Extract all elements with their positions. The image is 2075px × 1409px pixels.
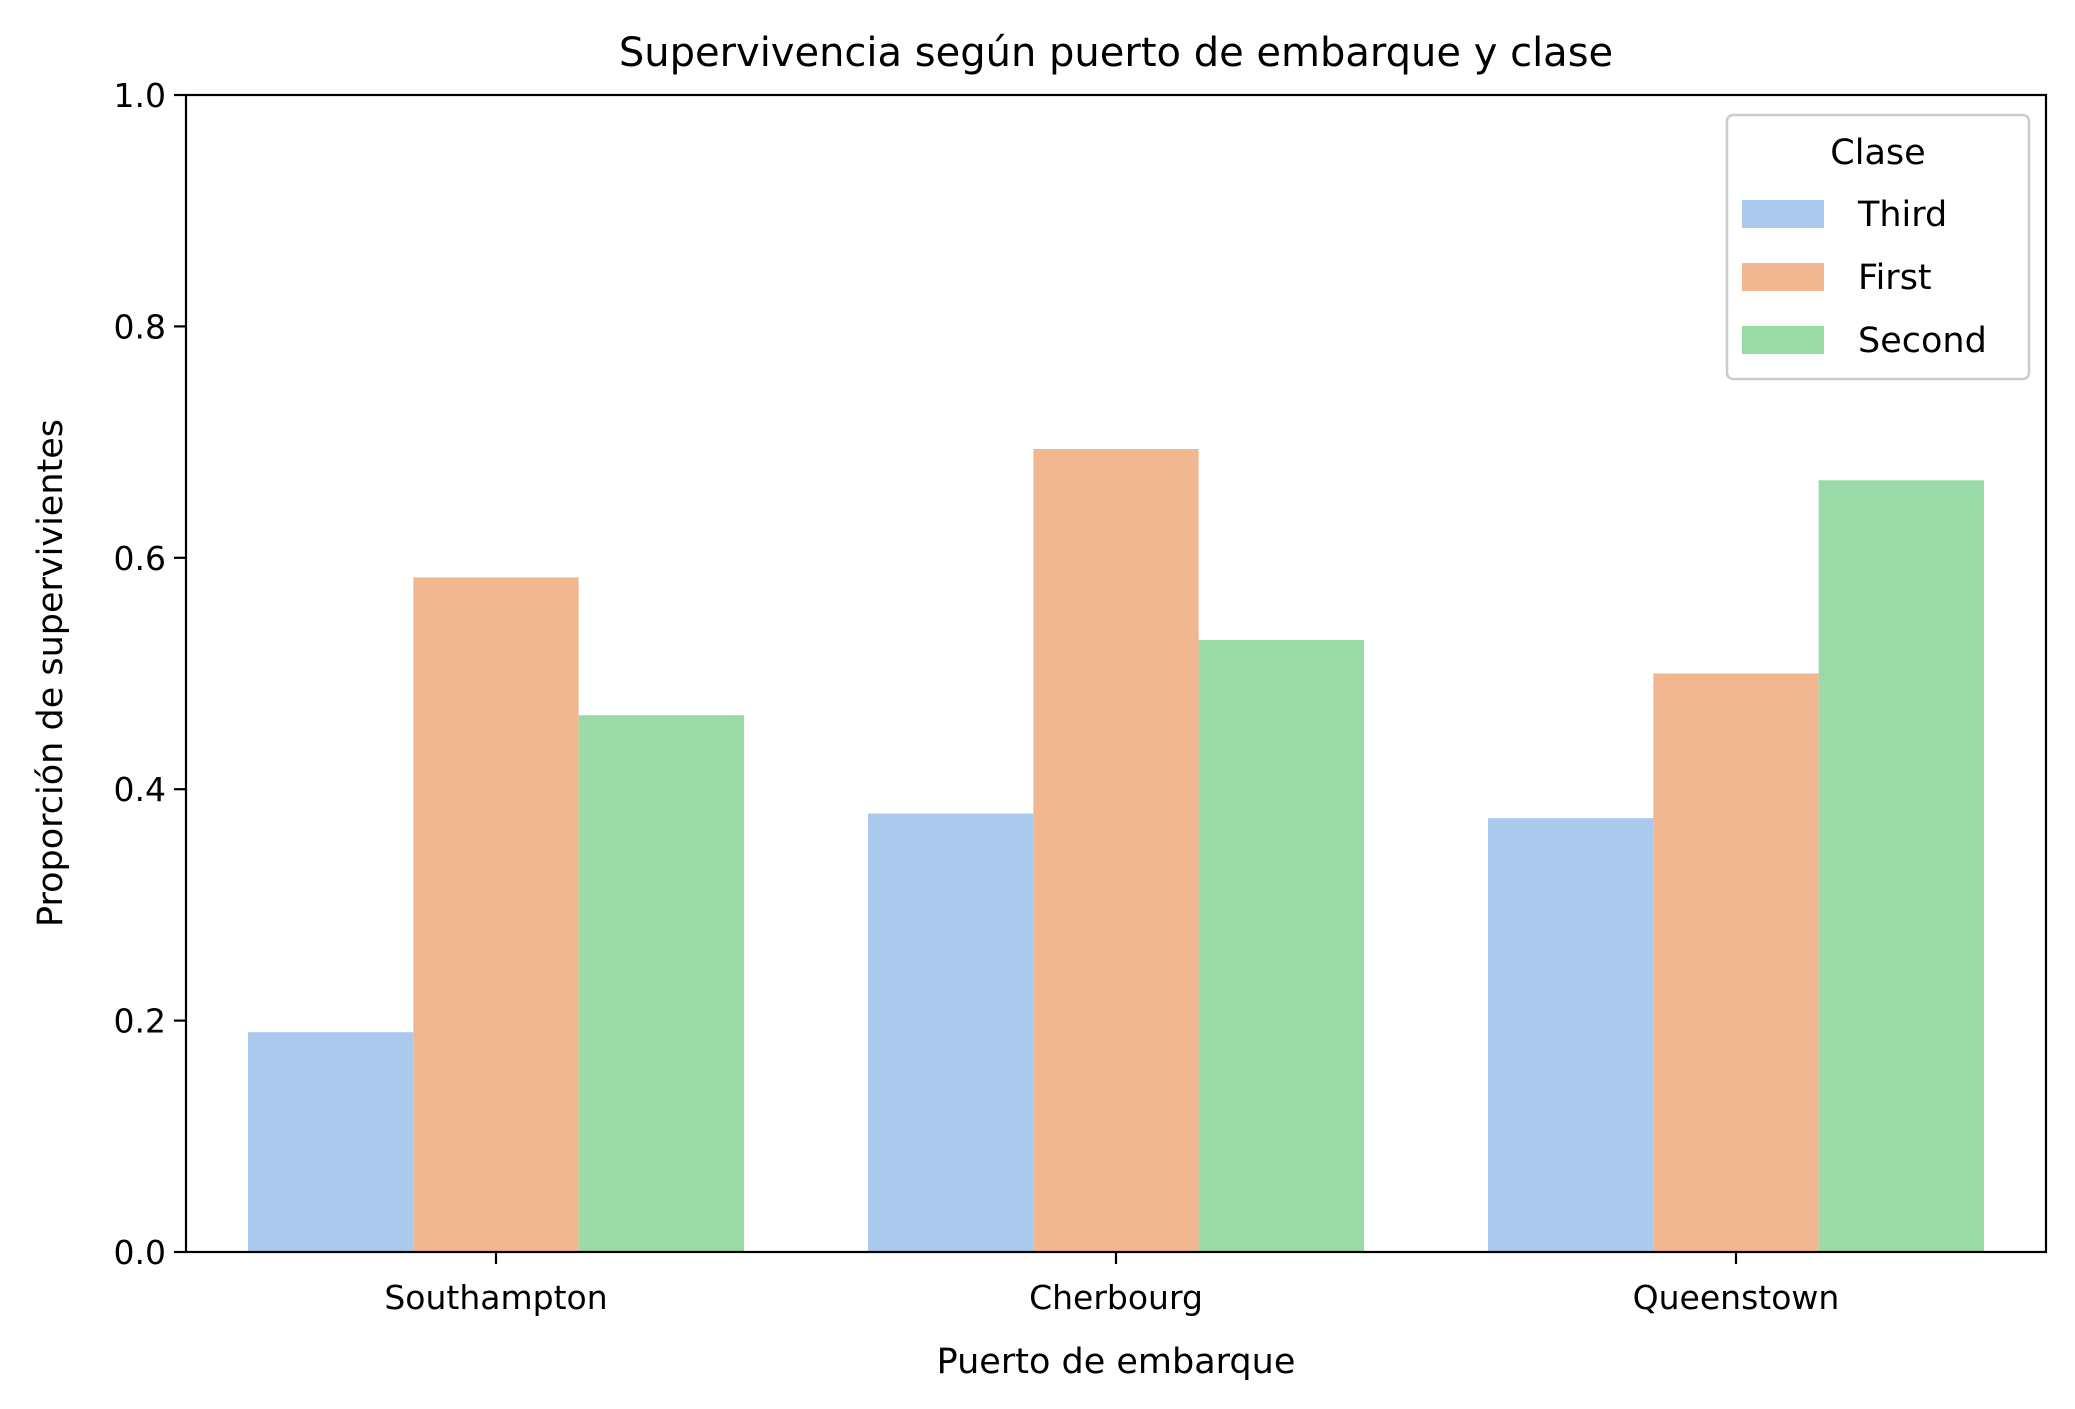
bar-first-southampton bbox=[413, 577, 579, 1252]
y-tick-label: 0.2 bbox=[114, 1002, 166, 1041]
y-tick-label: 1.0 bbox=[114, 76, 166, 115]
y-axis: 0.0 0.2 0.4 0.6 0.8 1.0 bbox=[114, 76, 186, 1272]
legend-swatch-third bbox=[1742, 200, 1824, 228]
x-tick-label-southampton: Southampton bbox=[384, 1278, 607, 1317]
y-tick-label: 0.8 bbox=[114, 307, 166, 346]
x-tick-label-queenstown: Queenstown bbox=[1633, 1278, 1840, 1317]
legend-title: Clase bbox=[1830, 133, 1925, 173]
x-axis: Southampton Cherbourg Queenstown bbox=[384, 1252, 1839, 1317]
legend-swatch-first bbox=[1742, 263, 1824, 291]
bar-first-queenstown bbox=[1653, 673, 1819, 1252]
legend-label-first: First bbox=[1858, 258, 1932, 298]
bar-second-cherbourg bbox=[1198, 639, 1364, 1252]
chart-title: Supervivencia según puerto de embarque y… bbox=[619, 30, 1613, 76]
x-axis-label: Puerto de embarque bbox=[937, 1342, 1296, 1382]
y-tick-label: 0.4 bbox=[114, 770, 166, 809]
bar-first-cherbourg bbox=[1033, 449, 1199, 1252]
legend-items: Third First Second bbox=[1742, 195, 1987, 361]
x-tick-label-cherbourg: Cherbourg bbox=[1029, 1278, 1203, 1317]
legend-label-third: Third bbox=[1857, 195, 1947, 235]
bar-second-southampton bbox=[578, 715, 744, 1252]
y-tick-label: 0.6 bbox=[114, 539, 166, 578]
bar-third-southampton bbox=[248, 1032, 414, 1252]
plot-frame bbox=[184, 93, 2048, 1254]
legend-swatch-second bbox=[1742, 326, 1824, 354]
legend-label-second: Second bbox=[1858, 321, 1987, 361]
bar-third-cherbourg bbox=[868, 813, 1034, 1252]
legend: Clase Third First Second bbox=[1725, 113, 2031, 381]
y-axis-label: Proporción de supervivientes bbox=[31, 419, 71, 927]
bar-group bbox=[248, 449, 1984, 1252]
legend-frame bbox=[1725, 113, 2031, 381]
bar-third-queenstown bbox=[1488, 818, 1654, 1252]
bar-second-queenstown bbox=[1818, 480, 1984, 1252]
y-tick-label: 0.0 bbox=[114, 1233, 166, 1272]
